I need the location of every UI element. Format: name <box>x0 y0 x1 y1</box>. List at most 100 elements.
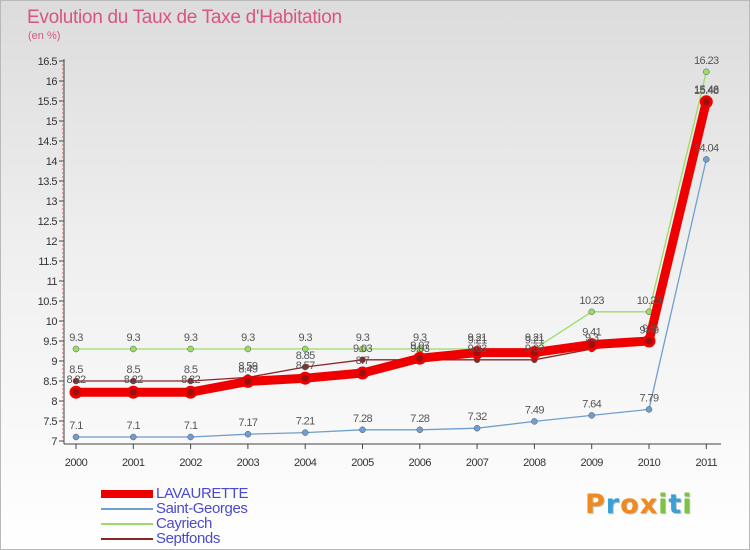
data-label: 15.48 <box>694 85 719 97</box>
x-tick-label: 2006 <box>409 457 432 469</box>
series-line-lavaurette <box>71 97 711 397</box>
data-label: 8.59 <box>238 360 257 372</box>
data-point <box>72 433 80 441</box>
data-label: 8.22 <box>66 374 85 386</box>
data-label: 9.3 <box>585 332 599 344</box>
data-point <box>130 377 137 385</box>
data-point <box>241 374 255 388</box>
data-label: 14.04 <box>694 142 719 154</box>
data-label: 7.28 <box>353 413 372 425</box>
data-point <box>642 334 656 348</box>
data-point <box>126 385 140 399</box>
y-tick-label: 7 <box>51 436 57 448</box>
x-tick-label: 2005 <box>351 457 374 469</box>
data-label: 9.21 <box>468 332 487 344</box>
data-label: 8.5 <box>69 364 83 376</box>
proxiti-logo: Proxiti <box>585 489 693 520</box>
data-point <box>356 366 369 380</box>
data-point <box>69 385 83 399</box>
data-point <box>703 68 710 76</box>
data-label: 8.85 <box>296 350 315 362</box>
x-tick-label: 2001 <box>122 457 145 469</box>
data-label: 7.64 <box>582 398 601 410</box>
data-point <box>301 363 309 371</box>
data-label: 7.28 <box>410 413 429 425</box>
logo-letter: x <box>639 489 659 520</box>
data-label: 7.1 <box>184 420 198 432</box>
data-point <box>470 346 484 360</box>
data-point <box>359 426 366 434</box>
legend-swatch <box>101 538 153 540</box>
x-tick-label: 2003 <box>237 457 260 469</box>
logo-letter: i <box>658 489 669 520</box>
data-label: 9.3 <box>69 332 83 344</box>
legend-swatch <box>101 490 153 498</box>
logo-letter: P <box>585 489 606 520</box>
data-label: 9.3 <box>413 332 427 344</box>
x-tick-label: 2004 <box>294 457 317 469</box>
data-label: 9.3 <box>356 332 370 344</box>
data-label: 9.07 <box>410 340 429 352</box>
data-point <box>130 345 137 353</box>
data-label: 9.21 <box>525 332 544 344</box>
data-point <box>588 308 595 316</box>
y-tick-label: 12 <box>46 236 58 248</box>
data-point <box>187 377 194 385</box>
series-line-cayriech <box>75 71 707 350</box>
data-label: 8.22 <box>181 374 200 386</box>
data-label: 9.03 <box>525 343 544 355</box>
legend-label: Saint-Georges <box>156 500 248 517</box>
y-tick-label: 10 <box>46 316 58 328</box>
data-point <box>413 351 427 365</box>
data-point <box>244 345 252 353</box>
data-label: 9.49 <box>639 324 658 336</box>
logo-letter: o <box>620 489 640 520</box>
logo-letter: t <box>668 489 683 520</box>
chart-subtitle: (en %) <box>28 30 61 42</box>
data-point <box>72 377 80 385</box>
data-point <box>187 345 194 353</box>
data-point <box>416 426 424 434</box>
data-point <box>703 156 710 163</box>
data-point <box>645 406 653 413</box>
y-tick-label: 9 <box>51 356 57 368</box>
data-point <box>72 345 80 353</box>
y-tick-label: 7.5 <box>43 416 57 428</box>
data-label: 9.3 <box>184 332 198 344</box>
data-label: 8.49 <box>238 363 257 375</box>
data-label: 7.49 <box>525 404 544 416</box>
data-label: 9.5 <box>642 323 656 335</box>
data-point <box>359 345 366 353</box>
legend-label: LAVAURETTE <box>156 485 249 502</box>
y-tick-label: 13 <box>46 196 58 208</box>
legend-label: Cayriech <box>156 515 212 532</box>
x-tick-label: 2007 <box>466 457 489 469</box>
logo-letter: i <box>682 489 693 520</box>
data-point <box>301 429 309 436</box>
data-point <box>130 433 137 441</box>
data-point <box>298 371 312 385</box>
data-point <box>531 418 538 425</box>
data-label: 9.3 <box>241 332 255 344</box>
x-tick-label: 2000 <box>65 457 88 469</box>
data-label: 9.03 <box>468 343 487 355</box>
y-tick-label: 8 <box>51 396 57 408</box>
data-label: 15.46 <box>694 84 719 96</box>
y-tick-label: 8.5 <box>43 376 57 388</box>
data-label: 7.79 <box>639 392 658 404</box>
x-tick-label: 2009 <box>580 457 603 469</box>
y-tick-label: 11 <box>47 276 58 288</box>
x-tick-label: 2011 <box>695 457 717 469</box>
y-tick-label: 16.5 <box>38 56 58 68</box>
data-label: 7.32 <box>468 411 487 423</box>
data-label: 10.23 <box>579 295 604 307</box>
data-point <box>187 433 194 441</box>
x-tick-label: 2010 <box>638 457 661 469</box>
y-tick-label: 15 <box>46 116 58 128</box>
data-label: 9.03 <box>410 343 429 355</box>
data-label: 8.7 <box>356 355 370 367</box>
data-point <box>585 338 599 352</box>
data-label: 9.21 <box>468 335 487 347</box>
data-point <box>527 346 541 360</box>
